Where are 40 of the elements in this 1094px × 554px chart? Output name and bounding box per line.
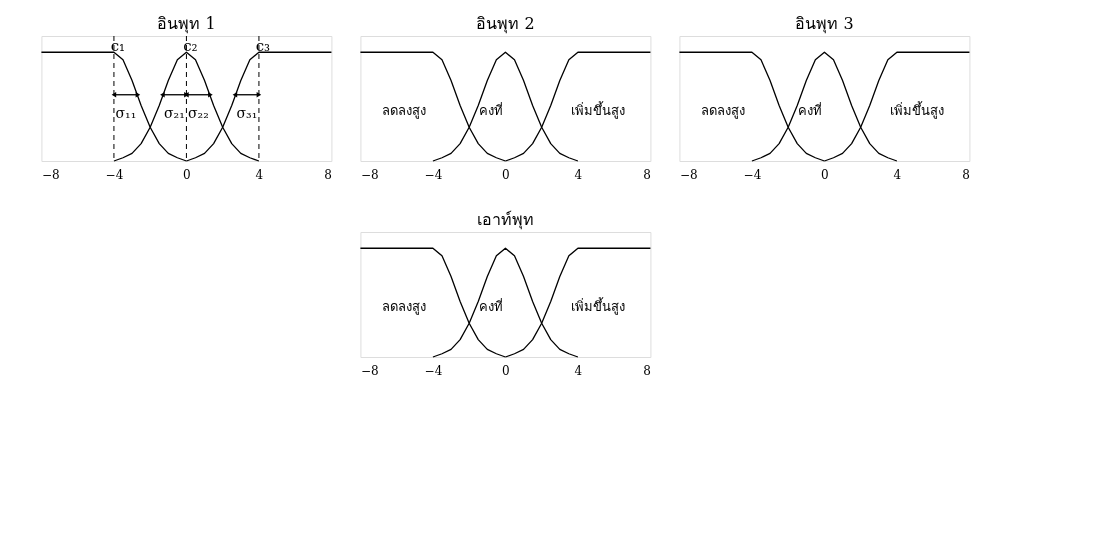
annotation: ลดลงสูง <box>381 103 426 119</box>
annotation: คงที่ <box>478 298 503 314</box>
x-tick-label: 0 <box>183 167 191 182</box>
x-tick-label: 4 <box>893 167 902 182</box>
chart-title: เอาท์พุท <box>476 210 534 230</box>
x-tick-label: 4 <box>255 167 264 182</box>
annotation: σ₃₁ <box>236 104 258 121</box>
x-tick-label: 4 <box>574 363 583 378</box>
chart-title: อินพุท 2 <box>476 14 535 34</box>
annotation: คงที่ <box>478 102 503 118</box>
chart-title: อินพุท 1 <box>157 13 216 34</box>
x-tick-label: 8 <box>643 363 651 378</box>
x-tick-label: −4 <box>424 167 443 182</box>
annotation: ลดลงสูง <box>700 103 745 119</box>
x-tick-label: −4 <box>743 167 762 182</box>
ref-line-label: c₂ <box>183 37 198 56</box>
ref-line-label: c₁ <box>110 37 126 56</box>
x-tick-label: 0 <box>502 363 510 378</box>
x-tick-label: 4 <box>574 167 583 182</box>
annotation: σ₂₂ <box>188 104 209 121</box>
x-tick-label: 0 <box>821 167 829 182</box>
annotation: เพิ่มขึ้นสูง <box>571 101 626 119</box>
annotation: คงที่ <box>797 102 822 118</box>
annotation: เพิ่มขึ้นสูง <box>571 297 626 315</box>
x-tick-label: 0 <box>502 167 510 182</box>
annotation: σ₂₁ <box>164 104 185 121</box>
annotation: ลดลงสูง <box>381 299 426 315</box>
x-tick-label: −8 <box>41 167 60 182</box>
x-tick-label: 8 <box>962 167 970 182</box>
x-tick-label: −8 <box>360 167 379 182</box>
x-tick-label: −4 <box>424 363 443 378</box>
chart-title: อินพุท 3 <box>795 14 854 34</box>
x-tick-label: −8 <box>679 167 698 182</box>
x-tick-label: 8 <box>324 167 332 182</box>
annotation: เพิ่มขึ้นสูง <box>890 101 945 119</box>
ref-line-label: c₃ <box>255 37 271 56</box>
x-tick-label: −8 <box>360 363 379 378</box>
x-tick-label: 8 <box>643 167 651 182</box>
x-tick-label: −4 <box>105 167 124 182</box>
annotation: σ₁₁ <box>115 104 137 121</box>
